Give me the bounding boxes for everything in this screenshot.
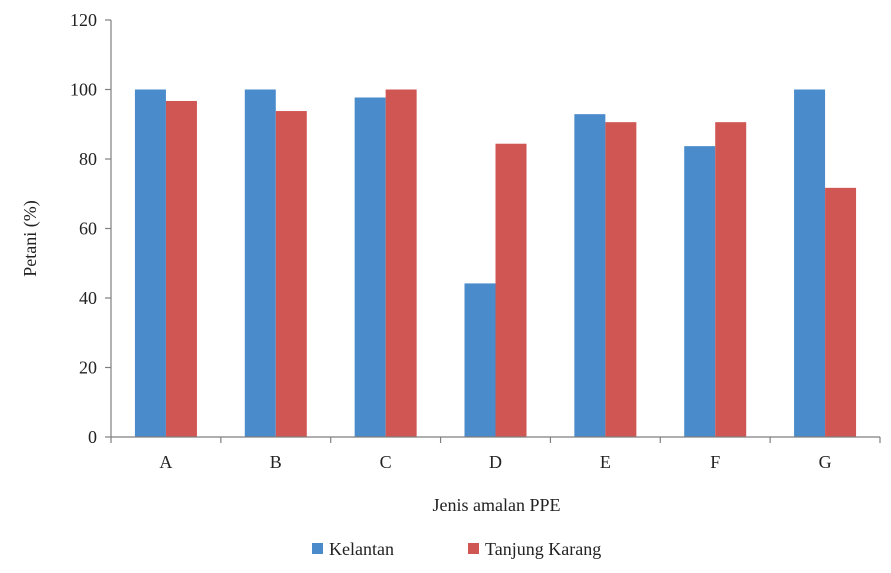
y-tick-label: 100 [70,80,97,100]
legend-label: Tanjung Karang [485,539,601,559]
y-tick-label: 80 [79,149,97,169]
x-category-label: C [380,452,392,472]
x-axis-ticks [110,437,881,443]
y-tick-label: 20 [79,358,97,378]
y-tick-label: 120 [70,10,97,30]
legend: Kelantan Tanjung Karang [312,539,601,559]
y-tick-label: 40 [79,288,97,308]
y-axis-ticks: 0 20 40 60 80 100 120 [70,10,111,447]
x-axis-category-labels: A B C D E F G [159,452,831,472]
legend-label: Kelantan [329,539,394,559]
x-category-label: D [489,452,502,472]
bar-tanjung-karang [715,122,747,437]
bars [134,89,857,438]
x-category-label: E [600,452,611,472]
bar-tanjung-karang [275,111,307,438]
y-tick-label: 0 [88,427,97,447]
bar-tanjung-karang [385,89,417,437]
bar-tanjung-karang [495,143,527,437]
x-axis-title: Jenis amalan PPE [433,495,561,515]
bar-kelantan [684,146,716,437]
x-category-label: B [270,452,282,472]
x-category-label: A [159,452,172,472]
x-category-label: F [710,452,720,472]
bar-kelantan [464,283,496,437]
bar-kelantan [794,89,826,437]
y-tick-label: 60 [79,219,97,239]
x-category-label: G [819,452,832,472]
bar-kelantan [244,89,276,437]
bar-tanjung-karang [165,100,197,437]
y-axis-title: Petani (%) [20,200,41,276]
bar-kelantan [574,114,606,438]
bar-kelantan [134,89,166,437]
bar-tanjung-karang [825,187,857,437]
legend-swatch [312,543,323,554]
legend-swatch [468,543,479,554]
bar-kelantan [354,97,386,438]
bar-tanjung-karang [605,122,637,437]
